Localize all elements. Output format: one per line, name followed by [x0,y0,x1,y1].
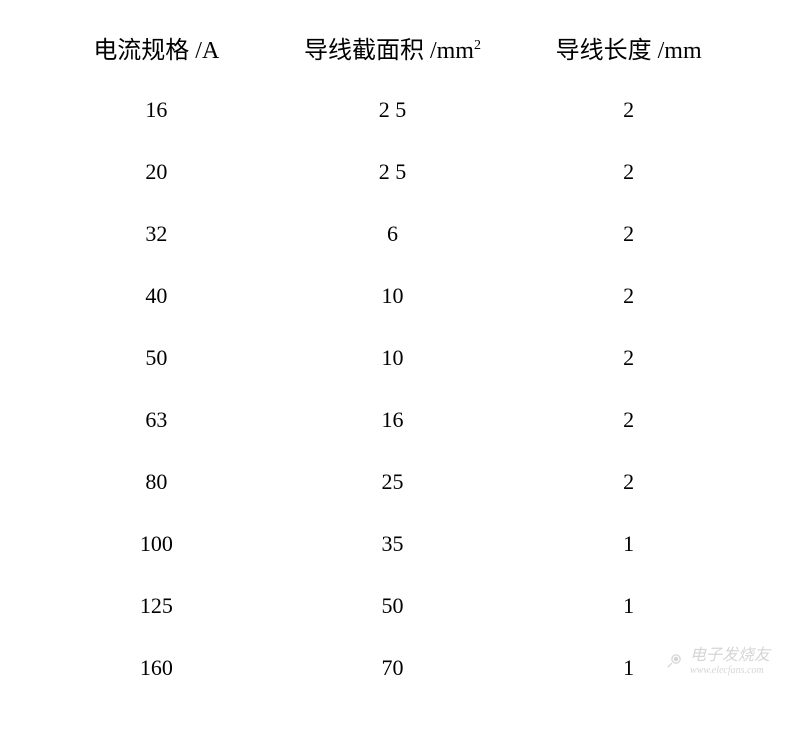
table-header-row: 电流规格 /A 导线截面积 /mm2 导线长度 /mm [40,30,745,65]
cell-length: 2 [512,221,745,247]
table-row: 80 25 2 [40,469,745,495]
cell-length: 1 [512,593,745,619]
wire-spec-table: 电流规格 /A 导线截面积 /mm2 导线长度 /mm 16 2 5 2 20 … [0,0,785,747]
cell-area: 2 5 [273,97,513,123]
cell-length: 2 [512,345,745,371]
cell-length: 1 [512,531,745,557]
cell-current: 125 [40,593,273,619]
table-row: 100 35 1 [40,531,745,557]
table-row: 32 6 2 [40,221,745,247]
cell-current: 32 [40,221,273,247]
cell-current: 100 [40,531,273,557]
cell-current: 63 [40,407,273,433]
table-row: 160 70 1 [40,655,745,681]
cell-length: 2 [512,407,745,433]
table-row: 63 16 2 [40,407,745,433]
cell-area: 25 [273,469,513,495]
table-row: 125 50 1 [40,593,745,619]
table-row: 20 2 5 2 [40,159,745,185]
cell-length: 2 [512,159,745,185]
watermark: 电子发烧友 www.elecfans.com [666,641,770,676]
cell-area: 10 [273,283,513,309]
header-area: 导线截面积 /mm2 [273,30,513,65]
elecfans-icon [666,649,686,669]
cell-current: 20 [40,159,273,185]
table-row: 40 10 2 [40,283,745,309]
cell-current: 160 [40,655,273,681]
table-row: 16 2 5 2 [40,97,745,123]
header-length: 导线长度 /mm [512,30,745,65]
cell-current: 80 [40,469,273,495]
cell-length: 2 [512,283,745,309]
cell-length: 2 [512,469,745,495]
table-row: 50 10 2 [40,345,745,371]
cell-area: 70 [273,655,513,681]
watermark-subtext: www.elecfans.com [690,665,770,676]
cell-area: 16 [273,407,513,433]
watermark-text: 电子发烧友 [690,641,770,665]
header-current: 电流规格 /A [40,30,273,65]
cell-area: 10 [273,345,513,371]
cell-current: 16 [40,97,273,123]
cell-area: 35 [273,531,513,557]
cell-area: 2 5 [273,159,513,185]
cell-area: 50 [273,593,513,619]
cell-length: 2 [512,97,745,123]
cell-current: 40 [40,283,273,309]
cell-area: 6 [273,221,513,247]
cell-current: 50 [40,345,273,371]
